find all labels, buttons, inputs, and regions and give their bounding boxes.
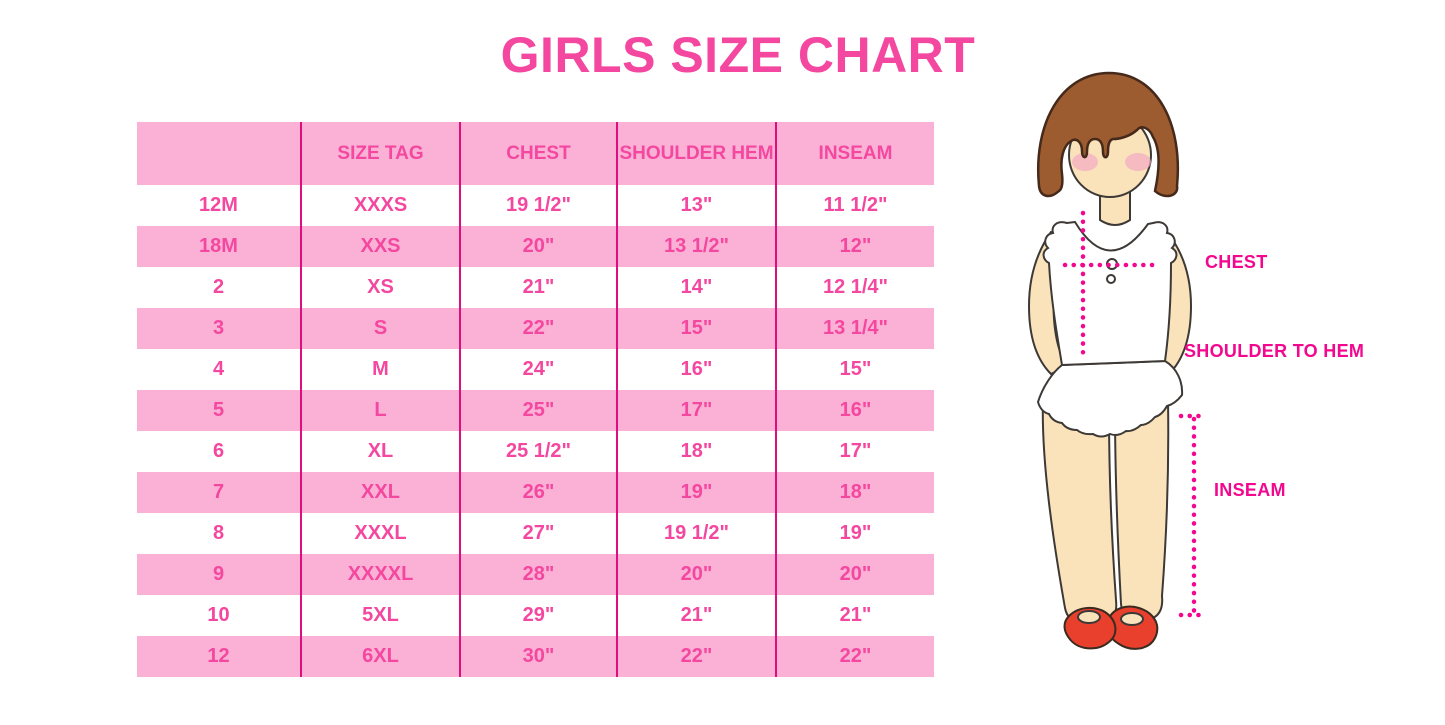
table-cell: 17" bbox=[617, 390, 777, 431]
table-cell: 4 bbox=[137, 349, 302, 390]
table-cell: XS bbox=[301, 267, 461, 308]
table-cell: 24" bbox=[460, 349, 618, 390]
table-cell: XXXXL bbox=[301, 554, 461, 595]
table-cell: XXXS bbox=[301, 185, 461, 226]
table-row: 12M XXXS 19 1/2" 13" 11 1/2" bbox=[137, 185, 934, 226]
table-row: 3 S 22" 15" 13 1/4" bbox=[137, 308, 934, 349]
table-cell: 12" bbox=[839, 235, 872, 257]
girl-blush-left bbox=[1072, 153, 1098, 171]
header-cell-size-tag: SIZE TAG bbox=[301, 122, 461, 185]
table-cell: 20" bbox=[460, 226, 618, 267]
table-cell: S bbox=[301, 308, 461, 349]
table-cell: 11 1/2" bbox=[823, 194, 888, 216]
table-cell: 14" bbox=[617, 267, 777, 308]
page-title: GIRLS SIZE CHART bbox=[500, 27, 976, 83]
table-header-row: SIZE TAG CHEST SHOULDER HEM INSEAM bbox=[137, 122, 934, 185]
table-row: 8 XXXL 27" 19 1/2" 19" bbox=[137, 513, 934, 554]
table-cell: XL bbox=[301, 431, 461, 472]
table-cell: 27" bbox=[460, 513, 618, 554]
table-cell: 5XL bbox=[301, 595, 461, 636]
table-row: 7 XXL 26" 19" 18" bbox=[137, 472, 934, 513]
table-row: 10 5XL 29" 21" 21" bbox=[137, 595, 934, 636]
table-cell: 9 bbox=[137, 554, 302, 595]
table-cell: 18" bbox=[617, 431, 777, 472]
inseam-label: INSEAM bbox=[1214, 480, 1286, 500]
chest-label: CHEST bbox=[1205, 252, 1268, 272]
table-cell: XXS bbox=[301, 226, 461, 267]
table-cell: 25 1/2" bbox=[460, 431, 618, 472]
table-cell: 20" bbox=[839, 563, 872, 585]
table-cell: 15" bbox=[617, 308, 777, 349]
header-cell-chest: CHEST bbox=[460, 122, 618, 185]
girl-figure-svg bbox=[1027, 71, 1210, 650]
table-cell: 16" bbox=[839, 399, 872, 421]
table-cell: L bbox=[301, 390, 461, 431]
table-cell: 5 bbox=[137, 390, 302, 431]
girl-hair bbox=[1036, 71, 1180, 198]
table-cell: 21" bbox=[460, 267, 618, 308]
table-cell: XXL bbox=[301, 472, 461, 513]
table-cell: 26" bbox=[460, 472, 618, 513]
header-cell-inseam: INSEAM bbox=[776, 122, 934, 185]
table-row: 6 XL 25 1/2" 18" 17" bbox=[137, 431, 934, 472]
table-cell: 8 bbox=[137, 513, 302, 554]
table-row: 18M XXS 20" 13 1/2" 12" bbox=[137, 226, 934, 267]
table-cell: 12 bbox=[137, 636, 302, 677]
table-cell: 2 bbox=[137, 267, 302, 308]
table-row: 2 XS 21" 14" 12 1/4" bbox=[137, 267, 934, 308]
table-cell: 22" bbox=[839, 645, 872, 667]
table-cell: 16" bbox=[617, 349, 777, 390]
table-row: 9 XXXXL 28" 20" 20" bbox=[137, 554, 934, 595]
girl-left-shoe-instep bbox=[1077, 610, 1101, 624]
table-cell: 3 bbox=[137, 308, 302, 349]
header-cell-shoulder-hem: SHOULDER HEM bbox=[617, 122, 777, 185]
table-cell: 6XL bbox=[301, 636, 461, 677]
table-cell: 22" bbox=[460, 308, 618, 349]
table-cell: 25" bbox=[460, 390, 618, 431]
table-cell: 6 bbox=[137, 431, 302, 472]
girl-blush-right bbox=[1125, 153, 1151, 171]
table-cell: 18M bbox=[137, 226, 302, 267]
table-cell: 21" bbox=[839, 604, 872, 626]
table-cell: 19 1/2" bbox=[460, 185, 618, 226]
girl-top-button-2 bbox=[1106, 274, 1116, 284]
table-cell: 17" bbox=[839, 440, 872, 462]
table-cell: 18" bbox=[839, 481, 872, 503]
table-cell: 19 1/2" bbox=[617, 513, 777, 554]
table-row: 12 6XL 30" 22" 22" bbox=[137, 636, 934, 677]
girl-skirt bbox=[1036, 359, 1184, 438]
header-cell-size bbox=[137, 122, 302, 185]
size-table-body: 12M XXXS 19 1/2" 13" 11 1/2" 18M XXS 20" 13 1/2"… bbox=[137, 185, 934, 677]
girls-size-table: SIZE TAG CHEST SHOULDER HEM INSEAM 12M XX… bbox=[137, 122, 934, 677]
table-cell: 12M bbox=[137, 185, 302, 226]
table-cell: 30" bbox=[460, 636, 618, 677]
table-cell: 13" bbox=[617, 185, 777, 226]
table-row: 4 M 24" 16" 15" bbox=[137, 349, 934, 390]
table-cell: 15" bbox=[839, 358, 872, 380]
table-cell: 13 1/4" bbox=[822, 317, 889, 339]
table-cell: 19" bbox=[617, 472, 777, 513]
table-cell: 12 1/4" bbox=[822, 276, 889, 298]
table-cell: 22" bbox=[617, 636, 777, 677]
girl-illustration bbox=[1005, 60, 1445, 720]
table-cell: 29" bbox=[460, 595, 618, 636]
table-cell: 20" bbox=[617, 554, 777, 595]
table-cell: 28" bbox=[460, 554, 618, 595]
shoulder-to-hem-label: SHOULDER TO HEM bbox=[1184, 341, 1365, 361]
table-cell: M bbox=[301, 349, 461, 390]
table-cell: 21" bbox=[617, 595, 777, 636]
table-cell: 7 bbox=[137, 472, 302, 513]
girl-right-shoe-instep bbox=[1120, 612, 1144, 626]
table-cell: XXXL bbox=[301, 513, 461, 554]
girl-top bbox=[1042, 220, 1178, 367]
table-row: 5 L 25" 17" 16" bbox=[137, 390, 934, 431]
table-cell: 13 1/2" bbox=[617, 226, 777, 267]
table-cell: 10 bbox=[137, 595, 302, 636]
table-cell: 19" bbox=[839, 522, 872, 544]
